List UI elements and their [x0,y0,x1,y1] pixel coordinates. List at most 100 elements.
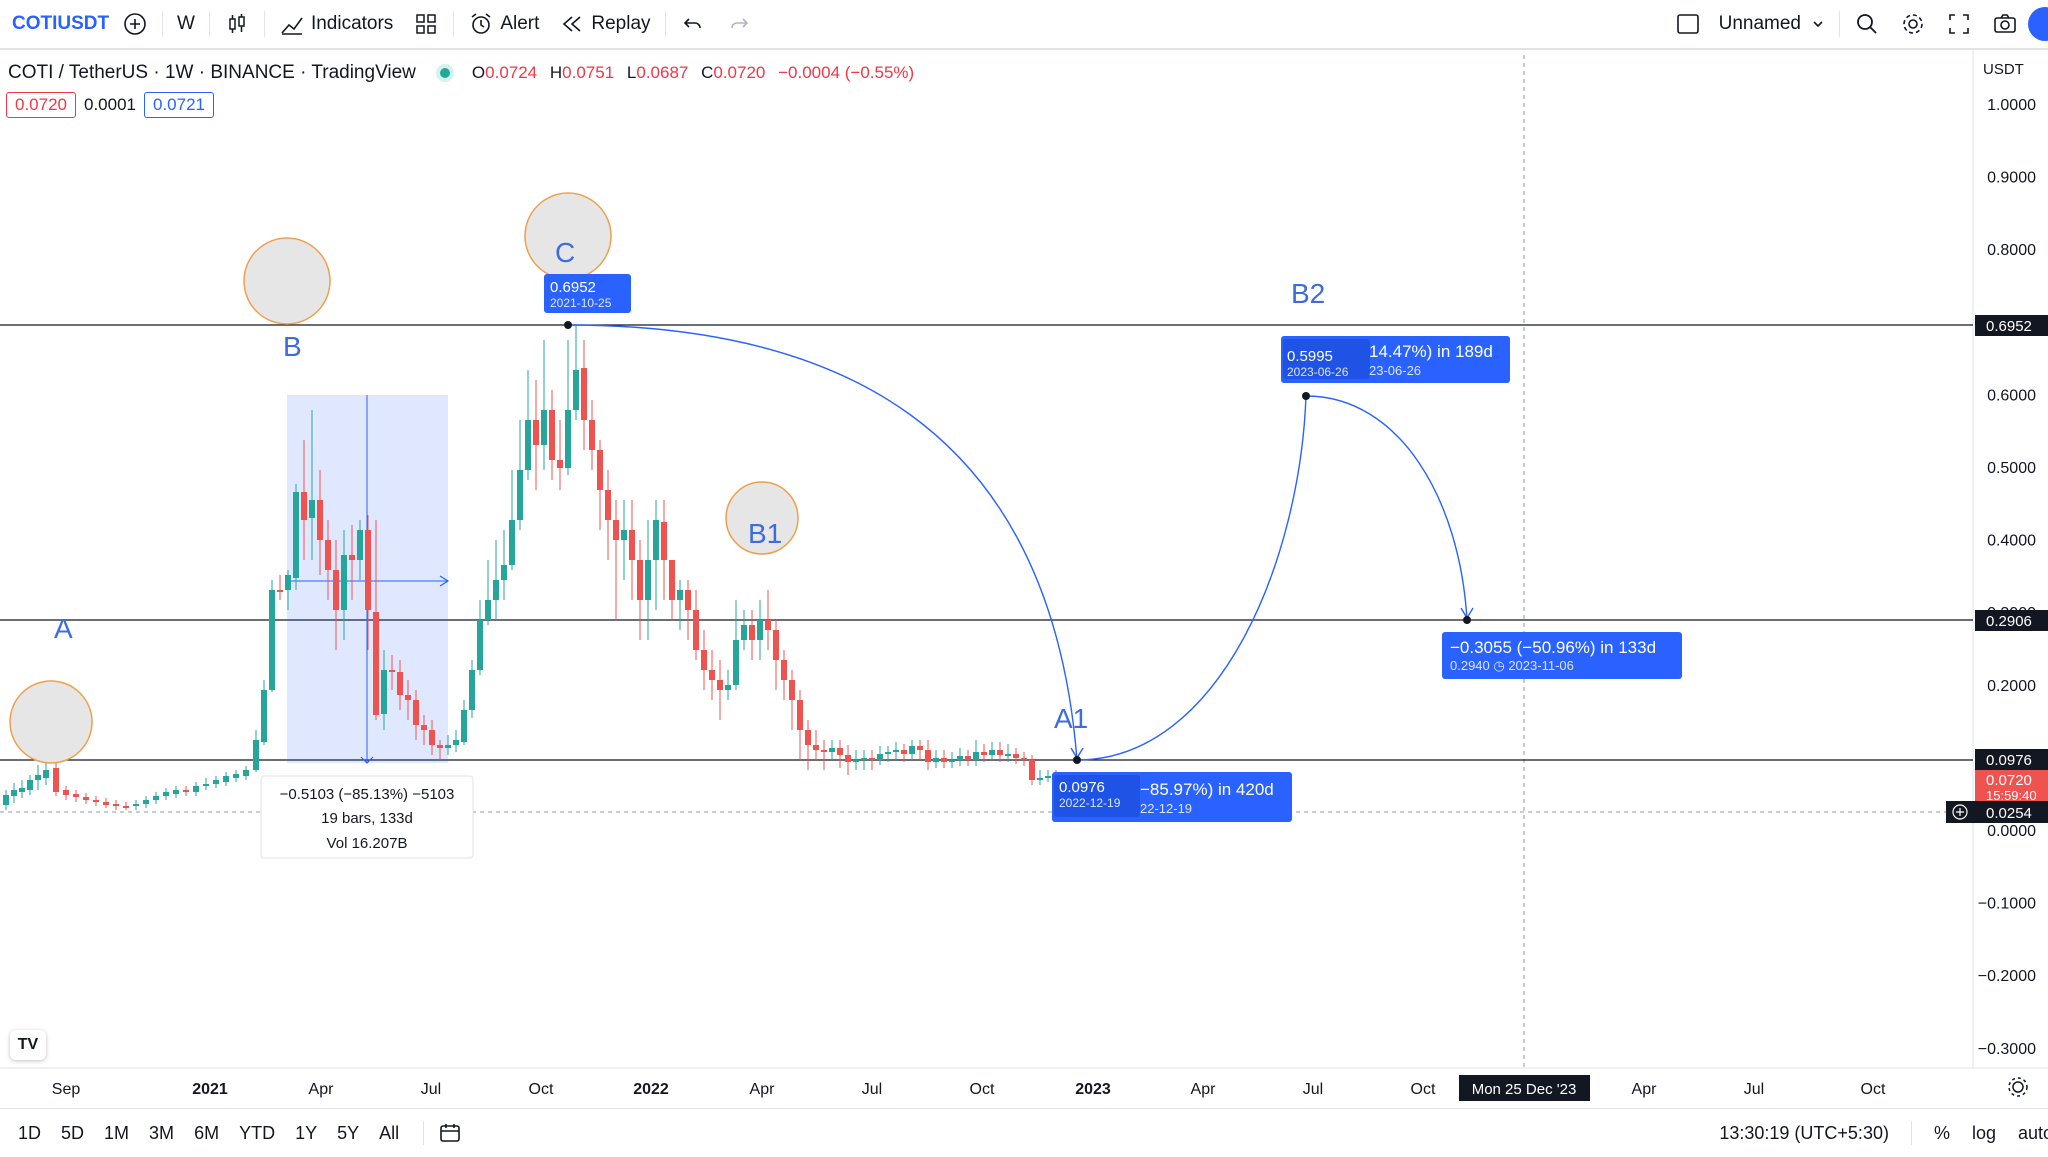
point-label-b: B [283,331,302,362]
chart-type-candles-icon[interactable] [214,0,260,48]
price-label-b2[interactable]: 0.5995 2023-06-26 14.47%) in 189d 23-06-… [1281,336,1510,383]
range-buttons: 1D 5D 1M 3M 6M YTD 1Y 5Y All [0,1123,409,1144]
point-label-b2: B2 [1291,278,1325,309]
price-label-a1[interactable]: 0.0976 2022-12-19 −85.97%) in 420d 22-12… [1052,772,1292,822]
compare-add-icon[interactable] [112,0,158,48]
anchor-point-c[interactable] [564,321,572,329]
range-button-5y[interactable]: 5Y [337,1122,360,1143]
svg-text:−0.3055 (−50.96%) in 133d: −0.3055 (−50.96%) in 133d [1450,638,1656,657]
percent-scale-toggle[interactable]: % [1933,1122,1950,1143]
tradingview-logo-icon[interactable]: TV [10,1030,46,1060]
chart-legend: COTI / TetherUS · 1W · BINANCE · Trading… [8,62,922,84]
time-axis-settings-gear-icon[interactable] [2008,1077,2028,1097]
time-tick-label: Apr [750,1081,776,1098]
candle-body [973,752,979,760]
layout-name-button[interactable]: Unnamed [1665,0,1835,48]
replay-button[interactable]: Replay [549,0,660,48]
anchor-point-a1[interactable] [1073,756,1081,764]
candle-body [789,680,795,700]
chevron-down-icon [1813,21,1823,28]
projection-curve-c-a1[interactable] [567,324,1078,761]
candle-body [163,792,169,796]
time-tick-label: Jul [862,1081,882,1098]
candle-body [509,520,515,565]
auto-scale-toggle[interactable]: auto [2018,1122,2048,1143]
time-axis[interactable]: Sep 2021 Apr Jul Oct 2022 Apr Jul Oct 2023 Apr Jul O… [52,1081,1886,1098]
range-button-3m[interactable]: 3M [149,1122,175,1143]
candle-body [549,410,555,460]
candle-body [3,795,9,805]
price-chart[interactable]: A B C B1 A1 B2 0.6952 2021-10-25 0.5995 … [0,50,2048,1108]
templates-grid-icon[interactable] [403,0,449,48]
price-label-drop[interactable]: −0.3055 (−50.96%) in 133d 0.2940 ◷ 2023-… [1442,632,1682,679]
search-icon[interactable] [1844,0,1890,48]
svg-text:0.0976: 0.0976 [1059,779,1105,796]
time-tick-label: Oct [970,1081,995,1098]
candle-body [243,770,249,776]
price-tick-label: 0.6000 [1987,387,2036,404]
svg-text:14.47%) in 189d: 14.47%) in 189d [1369,342,1493,361]
price-tick-label: −0.2000 [1978,968,2036,985]
range-button-ytd[interactable]: YTD [239,1122,276,1143]
currency-label[interactable]: USDT [1983,61,2024,78]
price-axis[interactable]: 1.00000.90000.80000.70000.60000.50000.40… [1978,97,2036,1058]
alert-button[interactable]: Alert [458,0,549,48]
time-tick-label: Apr [1191,1081,1217,1098]
projection-curve-a1-b2[interactable] [1076,395,1307,761]
anchor-point-b2[interactable] [1302,392,1310,400]
redo-icon[interactable] [716,0,762,48]
date-range-calendar-icon[interactable] [438,1121,462,1145]
candle-body [253,740,259,770]
candle-body [829,748,835,752]
range-info-box[interactable]: −0.5103 (−85.13%) −5103 19 bars, 133d Vo… [260,775,474,859]
anchor-point-drop[interactable] [1463,616,1471,624]
range-button-all[interactable]: All [379,1122,400,1143]
point-label-b1: B1 [748,518,782,549]
gear-icon[interactable] [1890,0,1936,48]
range-button-1y[interactable]: 1Y [295,1122,318,1143]
crosshair-price-tag: 0.0254 [1946,801,2048,823]
candle-body [309,500,315,518]
range-button-1d[interactable]: 1D [18,1122,42,1143]
price-label-c[interactable]: 0.6952 2021-10-25 [544,274,631,313]
range-button-5d[interactable]: 5D [61,1122,85,1143]
svg-text:Vol 16.207B: Vol 16.207B [327,835,408,852]
last-price-tag: 0.0720 15:59:40 [1975,770,2048,803]
market-status-icon[interactable] [439,68,450,78]
time-tick-label: Jul [1744,1081,1764,1098]
candle-body [613,520,619,540]
candle-body [193,786,199,792]
projection-curve-b2-drop[interactable] [1305,395,1468,621]
marker-circle-b1[interactable] [725,481,799,555]
marker-circle-a[interactable] [9,680,93,764]
marker-circle-b[interactable] [243,237,331,325]
candle-body [1013,754,1019,758]
publish-button[interactable] [2028,7,2048,41]
clock-timezone[interactable]: 13:30:19 (UTC+5:30) [1719,1122,1889,1143]
candle-body [93,800,99,802]
range-button-1m[interactable]: 1M [104,1122,130,1143]
price-tick-label: 0.0000 [1987,823,2036,840]
sell-price-button[interactable]: 0.0720 [6,92,76,118]
indicators-button[interactable]: Indicators [269,0,403,48]
rewind-icon [563,16,581,32]
candle-body [429,730,435,745]
undo-icon[interactable] [670,0,716,48]
candle-body [405,695,411,700]
interval-button[interactable]: W [177,13,195,34]
fullscreen-icon[interactable] [1936,0,1982,48]
range-button-6m[interactable]: 6M [194,1122,220,1143]
log-scale-toggle[interactable]: log [1971,1122,1996,1143]
price-tick-label: 0.4000 [1987,533,2036,550]
candle-body [153,796,159,800]
candle-body [233,774,239,778]
camera-icon[interactable] [1982,0,2028,48]
candle-body [821,750,827,752]
symbol-search[interactable]: COTIUSDT [12,13,110,34]
candle-body [573,370,579,410]
candle-body [733,640,739,685]
candle-body [469,670,475,710]
candle-body [565,410,571,468]
symbol-title[interactable]: COTI / TetherUS · 1W · BINANCE · Trading… [8,62,416,83]
buy-price-button[interactable]: 0.0721 [144,92,214,118]
